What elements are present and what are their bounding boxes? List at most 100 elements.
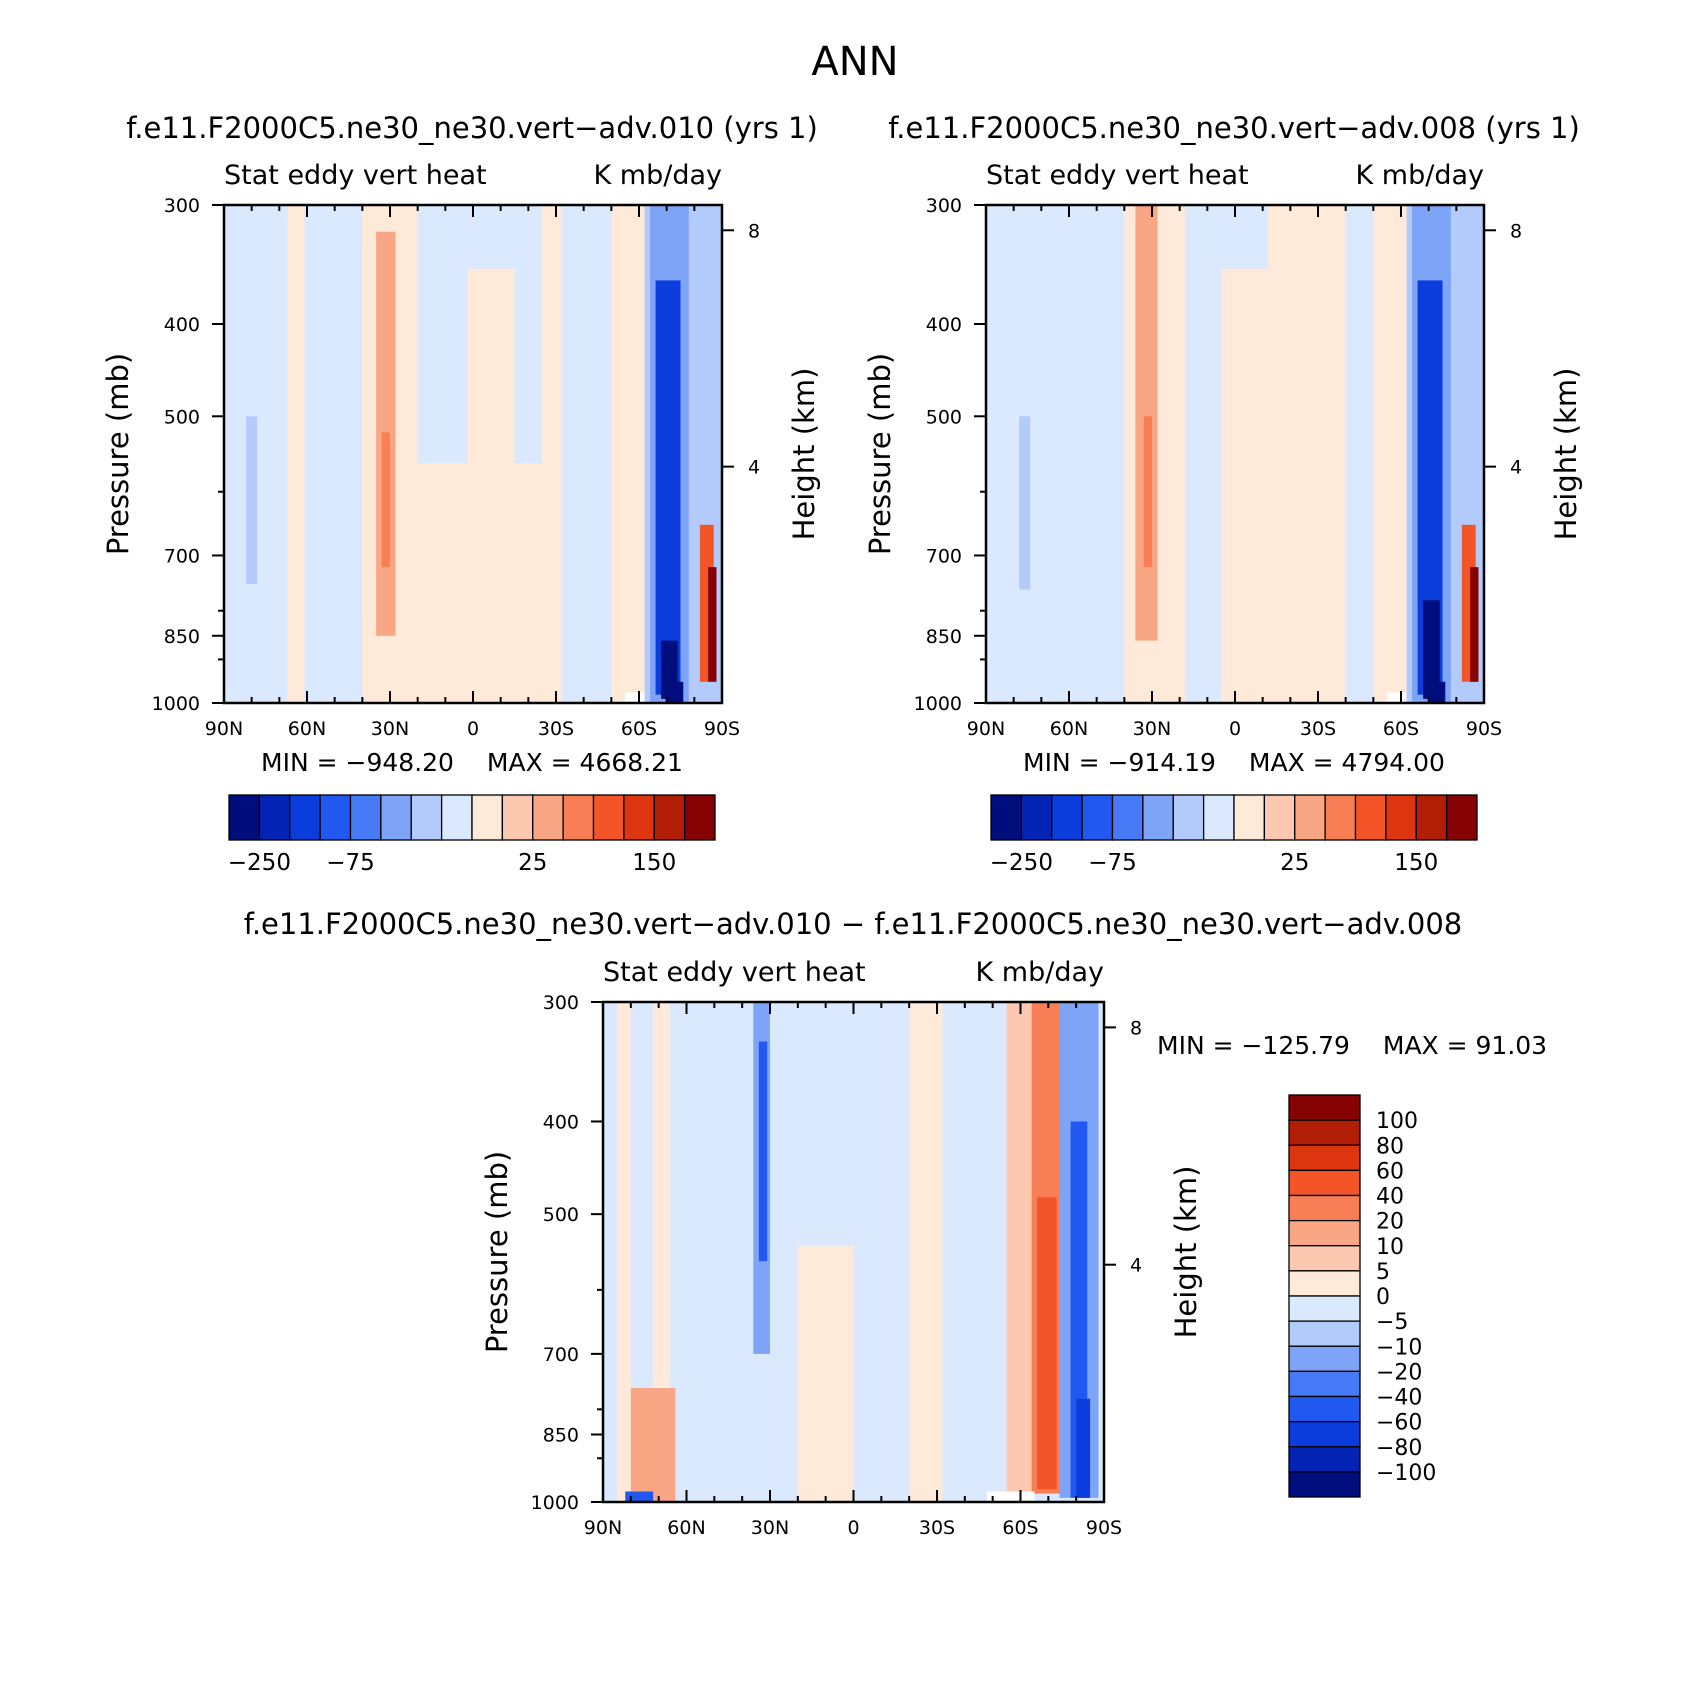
colorbar-tick-label: −75 (326, 850, 375, 876)
colorbar-tick-label: −250 (228, 850, 291, 876)
contour-region (797, 1246, 854, 1502)
y-tick-label: 1000 (152, 693, 200, 715)
x-tick-label: 90N (967, 718, 1005, 740)
x-tick-label: 0 (467, 718, 479, 740)
y2-axis-label: Height (km) (787, 368, 821, 541)
contour-region (246, 416, 258, 585)
y-tick-label: 1000 (531, 1492, 579, 1514)
x-tick-label: 60S (1383, 718, 1419, 740)
colorbar-box (319, 794, 352, 841)
colorbar: −250 −75 25 150 (990, 794, 1478, 876)
x-tick-label: 30S (919, 1517, 955, 1539)
contour-region (381, 432, 390, 568)
left-string: Stat eddy vert heat (224, 160, 487, 191)
contour-region (1423, 600, 1440, 699)
panel-title: f.e11.F2000C5.ne30_ne30.vert−adv.010 (yr… (126, 111, 818, 145)
y-tick-label: 700 (543, 1344, 579, 1366)
x-tick-label: 60N (288, 718, 326, 740)
contour-region (625, 1491, 654, 1502)
right-string: K mb/day (594, 160, 723, 191)
colorbar-box (440, 794, 473, 841)
colorbar-box (1294, 794, 1326, 841)
colorbar-tick-label: 80 (1376, 1134, 1404, 1159)
contour-region (666, 681, 684, 703)
contour-region (630, 1388, 676, 1502)
colorbar-box (1288, 1270, 1361, 1297)
contour-region (542, 205, 562, 703)
colorbar-tick-label: 150 (632, 850, 676, 876)
colorbar-box (1288, 1194, 1361, 1222)
y2-tick-label: 4 (748, 457, 760, 479)
colorbar-box (228, 794, 261, 841)
colorbar-box (1020, 794, 1053, 841)
x-tick-label: 30S (1300, 718, 1336, 740)
min-value: MIN = −125.79 (1157, 1031, 1350, 1060)
min-max-label: MIN = −948.20 MAX = 4668.21 (261, 748, 683, 777)
colorbar-box (1288, 1446, 1361, 1473)
colorbar-box (1354, 794, 1387, 841)
colorbar-box (1288, 1320, 1361, 1347)
y-tick-label: 700 (926, 545, 962, 567)
colorbar-tick-label: 5 (1376, 1260, 1390, 1285)
left-string: Stat eddy vert heat (603, 957, 866, 988)
colorbar-tick-label: −40 (1376, 1386, 1422, 1411)
field-layer (986, 205, 1484, 703)
colorbar-tick-label: −100 (1376, 1461, 1436, 1486)
colorbar-tick-label: 40 (1376, 1185, 1404, 1210)
colorbar-box (1288, 1345, 1361, 1373)
y2-tick-label: 8 (748, 220, 760, 242)
x-tick-label: 60S (1002, 1517, 1038, 1539)
x-tick-label: 90N (584, 1517, 622, 1539)
colorbar-box (1288, 1295, 1361, 1322)
y-tick-label: 400 (543, 1111, 579, 1133)
x-tick-label: 30N (371, 718, 409, 740)
colorbar-box (1233, 794, 1266, 841)
x-tick-label: 0 (847, 1517, 859, 1539)
colorbar-tick-label: −5 (1376, 1310, 1408, 1335)
colorbar-box (1288, 1119, 1361, 1146)
y-axis-label: Pressure (mb) (863, 353, 897, 555)
x-tick-label: 0 (1229, 718, 1241, 740)
colorbar-box (1288, 1169, 1361, 1197)
colorbar-box (1263, 794, 1296, 841)
y-tick-label: 300 (164, 195, 200, 217)
panel-title: f.e11.F2000C5.ne30_ne30.vert−adv.008 (yr… (888, 111, 1580, 145)
colorbar-tick-label: 25 (518, 850, 547, 876)
contour-region (1470, 567, 1479, 682)
y-tick-label: 400 (164, 314, 200, 336)
contour-region (467, 268, 515, 703)
max-value: MAX = 4668.21 (487, 748, 683, 777)
colorbar-box (683, 794, 716, 841)
colorbar-box (1445, 794, 1478, 841)
colorbar-box (1288, 1370, 1361, 1398)
colorbar-box (1172, 794, 1205, 841)
colorbar-box (1288, 1471, 1361, 1498)
field-layer (224, 205, 722, 703)
contour-region (1076, 1398, 1091, 1498)
contour-region (287, 205, 305, 703)
colorbar-box (1081, 794, 1114, 841)
y2-axis-label: Height (km) (1169, 1166, 1203, 1339)
contour-region (1019, 416, 1031, 590)
colorbar-tick-label: −80 (1376, 1436, 1422, 1461)
y2-axis-label: Height (km) (1549, 368, 1583, 541)
figure-title: ANN (811, 39, 898, 85)
x-tick-label: 90S (704, 718, 740, 740)
x-tick-label: 60N (667, 1517, 705, 1539)
contour-region (909, 1002, 943, 1502)
right-string: K mb/day (976, 957, 1105, 988)
colorbar-box (592, 794, 625, 841)
colorbar-tick-label: −75 (1088, 850, 1137, 876)
panel-top-left: f.e11.F2000C5.ne30_ne30.vert−adv.010 (yr… (101, 111, 821, 876)
x-tick-label: 30N (1133, 718, 1171, 740)
min-max-gap (454, 748, 487, 777)
y-tick-label: 300 (543, 992, 579, 1014)
colorbar-box (1288, 1094, 1361, 1121)
contour-region (653, 1002, 670, 1502)
min-max-label: MIN = −914.19 MAX = 4794.00 (1023, 748, 1445, 777)
left-string: Stat eddy vert heat (986, 160, 1249, 191)
colorbar-box (1324, 794, 1357, 841)
x-tick-label: 30N (751, 1517, 789, 1539)
colorbar-box (1288, 1245, 1361, 1272)
